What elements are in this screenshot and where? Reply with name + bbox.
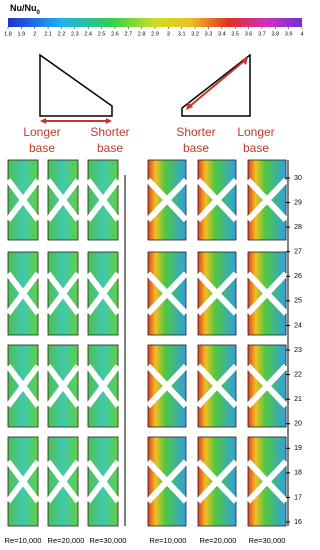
rib-tick-label: 17 xyxy=(294,494,302,501)
heatmap-panel xyxy=(87,251,119,336)
rib xyxy=(245,271,289,316)
colorbar-tick-label: 2.3 xyxy=(71,31,79,37)
rib-tick-label: 20 xyxy=(294,421,302,428)
colorbar-tick-label: 3.7 xyxy=(258,31,266,37)
base-label: base xyxy=(29,141,55,155)
arrow-head xyxy=(106,118,112,124)
rib xyxy=(85,178,121,222)
rib xyxy=(245,363,289,409)
rib xyxy=(85,271,121,316)
trapezoid xyxy=(181,53,251,117)
rib xyxy=(5,364,41,408)
colorbar-tick-label: 2 xyxy=(33,31,36,37)
rib xyxy=(45,364,81,408)
colorbar-tick-label: 3.6 xyxy=(245,31,253,37)
rib xyxy=(195,363,239,409)
colorbar-tick-label: 2.6 xyxy=(111,31,119,37)
re-label: Re=20,000 xyxy=(48,536,85,545)
rib xyxy=(245,459,289,504)
arrow-head xyxy=(40,118,46,124)
rib xyxy=(45,271,81,316)
rib-tick-label: 22 xyxy=(294,371,302,378)
base-label: base xyxy=(243,141,269,155)
colorbar-tick-label: 2.4 xyxy=(84,31,92,37)
arrow xyxy=(189,60,245,107)
rib-tick-label: 26 xyxy=(294,273,302,280)
colorbar-tick-label: 2.7 xyxy=(124,31,132,37)
rib xyxy=(195,177,239,223)
base-label: Longer xyxy=(237,125,274,139)
colorbar-tick-label: 2.2 xyxy=(58,31,66,37)
rib-tick-label: 18 xyxy=(294,470,302,477)
colorbar xyxy=(8,18,302,27)
base-label: Longer xyxy=(23,125,60,139)
base-label: Shorter xyxy=(176,125,215,139)
colorbar-tick-label: 2.9 xyxy=(151,31,159,37)
rib-tick-label: 29 xyxy=(294,199,302,206)
rib-tick-label: 25 xyxy=(294,298,302,305)
re-label: Re=30,000 xyxy=(90,536,127,545)
rib xyxy=(145,271,189,316)
colorbar-tick-label: 3.5 xyxy=(231,31,239,37)
rib xyxy=(45,178,81,222)
rib-tick-label: 24 xyxy=(294,322,302,329)
colorbar-tick-label: 4 xyxy=(300,31,303,37)
rib xyxy=(5,178,41,222)
colorbar-title: Nu/Nu0 xyxy=(10,3,41,15)
re-label: Re=30,000 xyxy=(249,536,286,545)
re-label: Re=20,000 xyxy=(200,536,237,545)
figure: Nu/Nu0 1.8 1.9 2 2.1 2.2 2.3 2.4 2.5 2.6 2.7 2.8 2.… xyxy=(4,3,303,545)
rib xyxy=(195,459,239,504)
base-label: Shorter xyxy=(90,125,129,139)
trapezoid xyxy=(39,53,113,117)
arrow-head xyxy=(241,57,248,65)
rib-tick-label: 16 xyxy=(294,519,302,526)
base-label: base xyxy=(183,141,209,155)
rib-tick-label: 28 xyxy=(294,224,302,231)
arrow-head xyxy=(186,102,193,110)
colorbar-tick-label: 3.9 xyxy=(285,31,293,37)
re-label: Re=10,000 xyxy=(150,536,187,545)
colorbar-tick-label: 3.8 xyxy=(271,31,279,37)
rib xyxy=(5,459,41,504)
rib xyxy=(145,177,189,223)
rib xyxy=(85,364,121,408)
rib-tick-label: 21 xyxy=(294,396,302,403)
colorbar-tick-label: 3.1 xyxy=(178,31,186,37)
colorbar-tick-label: 1.9 xyxy=(18,31,26,37)
rib-tick-label: 30 xyxy=(294,175,302,182)
rib xyxy=(245,177,289,223)
rib xyxy=(45,459,81,504)
rib xyxy=(145,363,189,409)
rib-tick-label: 27 xyxy=(294,249,302,256)
rib xyxy=(85,459,121,504)
colorbar-tick-label: 3 xyxy=(167,31,170,37)
colorbar-tick-label: 3.4 xyxy=(218,31,226,37)
rib xyxy=(145,459,189,504)
colorbar-tick-label: 2.5 xyxy=(98,31,106,37)
rib xyxy=(5,271,41,316)
rib xyxy=(195,271,239,316)
colorbar-tick-label: 3.3 xyxy=(205,31,213,37)
rib-tick-label: 19 xyxy=(294,445,302,452)
colorbar-tick-label: 1.8 xyxy=(4,31,12,37)
colorbar-tick-label: 2.1 xyxy=(44,31,52,37)
base-label: base xyxy=(97,141,123,155)
colorbar-tick-label: 3.2 xyxy=(191,31,199,37)
colorbar-tick-label: 2.8 xyxy=(138,31,146,37)
rib-tick-label: 23 xyxy=(294,347,302,354)
re-label: Re=10,000 xyxy=(5,536,42,545)
